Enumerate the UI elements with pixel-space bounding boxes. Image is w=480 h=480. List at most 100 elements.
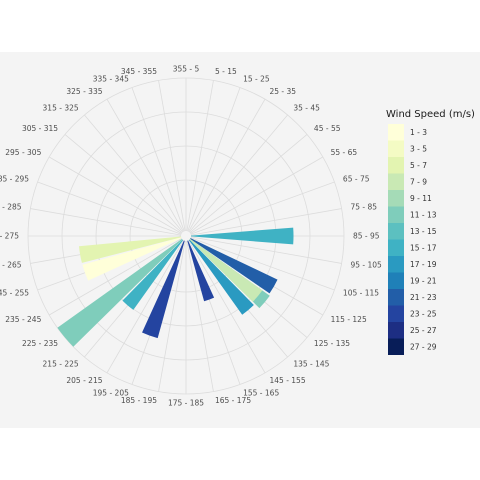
grid-spoke bbox=[84, 114, 184, 233]
direction-label: 265 - 275 bbox=[0, 232, 19, 241]
legend-key bbox=[388, 322, 404, 339]
direction-label: 145 - 155 bbox=[270, 376, 306, 385]
direction-label: 25 - 35 bbox=[270, 87, 297, 96]
legend-key bbox=[388, 124, 404, 141]
legend: Wind Speed (m/s) 1 - 3 3 - 5 5 - 7 7 - 9 9 -… bbox=[386, 109, 475, 355]
direction-label: 95 - 105 bbox=[350, 260, 382, 269]
direction-label: 255 - 265 bbox=[0, 260, 22, 269]
grid-spoke bbox=[188, 240, 266, 374]
grid-spoke bbox=[186, 80, 214, 232]
grid-spoke bbox=[190, 208, 342, 236]
direction-label: 325 - 335 bbox=[66, 87, 102, 96]
grid-spoke bbox=[158, 240, 186, 392]
direction-label: 115 - 125 bbox=[331, 315, 367, 324]
direction-label: 235 - 245 bbox=[5, 315, 41, 324]
grid-spoke bbox=[37, 181, 182, 235]
grid-spoke bbox=[190, 236, 342, 264]
grid-spoke bbox=[190, 156, 324, 234]
direction-label: 15 - 25 bbox=[243, 75, 270, 84]
grid-spoke bbox=[48, 238, 182, 316]
legend-label: 25 - 27 bbox=[410, 326, 437, 335]
direction-label: 35 - 45 bbox=[293, 104, 320, 113]
direction-label: 75 - 85 bbox=[350, 203, 377, 212]
direction-label: 45 - 55 bbox=[314, 124, 341, 133]
legend-key bbox=[388, 272, 404, 289]
direction-label: 345 - 355 bbox=[121, 67, 157, 76]
direction-label: 175 - 185 bbox=[168, 399, 204, 408]
grid-spoke bbox=[187, 87, 241, 232]
bar bbox=[187, 240, 215, 302]
direction-label: 195 - 205 bbox=[93, 388, 129, 397]
grid-spoke bbox=[186, 240, 214, 392]
grid-spoke bbox=[188, 114, 288, 233]
direction-label: 5 - 15 bbox=[215, 67, 237, 76]
legend-label: 17 - 19 bbox=[410, 260, 437, 269]
direction-label: 65 - 75 bbox=[343, 174, 370, 183]
grid-spoke bbox=[190, 237, 335, 291]
direction-label: 225 - 235 bbox=[22, 339, 58, 348]
grid-spoke bbox=[106, 240, 184, 374]
direction-label: 55 - 65 bbox=[331, 148, 358, 157]
bar bbox=[188, 239, 254, 315]
bar bbox=[122, 239, 184, 310]
bar bbox=[82, 237, 182, 281]
bars bbox=[57, 227, 294, 347]
legend-label: 11 - 13 bbox=[410, 210, 437, 219]
bar bbox=[189, 238, 263, 302]
grid-spoke bbox=[190, 181, 335, 235]
legend-key bbox=[388, 206, 404, 223]
legend-key bbox=[388, 256, 404, 273]
direction-label: 305 - 315 bbox=[22, 124, 58, 133]
direction-label: 315 - 325 bbox=[43, 104, 79, 113]
grid-spoke bbox=[158, 80, 186, 232]
legend-key bbox=[388, 140, 404, 157]
legend-label: 13 - 15 bbox=[410, 227, 437, 236]
legend-key bbox=[388, 223, 404, 240]
direction-label: 215 - 225 bbox=[43, 359, 79, 368]
legend-label: 1 - 3 bbox=[410, 128, 427, 137]
legend-key bbox=[388, 305, 404, 322]
direction-label: 335 - 345 bbox=[93, 75, 129, 84]
bar bbox=[190, 227, 294, 245]
legend-key bbox=[388, 239, 404, 256]
grid-spoke bbox=[30, 208, 182, 236]
direction-label: 355 - 5 bbox=[173, 65, 200, 74]
direction-label: 185 - 195 bbox=[121, 396, 157, 405]
legend-label: 27 - 29 bbox=[410, 342, 437, 351]
legend-label: 23 - 25 bbox=[410, 309, 437, 318]
direction-label: 165 - 175 bbox=[215, 396, 251, 405]
direction-label: 105 - 115 bbox=[343, 289, 379, 298]
direction-label: 135 - 145 bbox=[293, 359, 329, 368]
grid-spoke bbox=[64, 134, 183, 234]
direction-label: 125 - 135 bbox=[314, 339, 350, 348]
grid-spoke bbox=[189, 134, 308, 234]
direction-label: 155 - 165 bbox=[243, 388, 279, 397]
grid-spoke bbox=[48, 156, 182, 234]
legend-label: 9 - 11 bbox=[410, 194, 432, 203]
grid-spoke bbox=[188, 98, 266, 232]
direction-label: 205 - 215 bbox=[66, 376, 102, 385]
legend-label: 7 - 9 bbox=[410, 177, 427, 186]
direction-label: 295 - 305 bbox=[5, 148, 41, 157]
direction-label: 85 - 95 bbox=[353, 232, 380, 241]
legend-key bbox=[388, 157, 404, 174]
legend-key bbox=[388, 190, 404, 207]
bar bbox=[142, 240, 185, 339]
legend-label: 21 - 23 bbox=[410, 293, 437, 302]
legend-label: 19 - 21 bbox=[410, 276, 437, 285]
legend-key bbox=[388, 289, 404, 306]
legend-title: Wind Speed (m/s) bbox=[386, 109, 475, 120]
legend-key bbox=[388, 173, 404, 190]
direction-label: 285 - 295 bbox=[0, 174, 29, 183]
grid-spoke bbox=[106, 98, 184, 232]
legend-label: 3 - 5 bbox=[410, 144, 427, 153]
bar bbox=[57, 238, 183, 347]
direction-label: 245 - 255 bbox=[0, 289, 29, 298]
polar-grid bbox=[27, 77, 345, 395]
direction-label: 275 - 285 bbox=[0, 203, 22, 212]
legend-label: 15 - 17 bbox=[410, 243, 437, 252]
bar bbox=[190, 238, 278, 294]
bar bbox=[78, 236, 182, 263]
